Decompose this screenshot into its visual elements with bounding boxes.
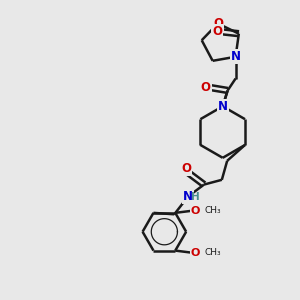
Text: N: N [218, 100, 228, 113]
Text: N: N [231, 50, 241, 63]
Text: H: H [191, 192, 200, 203]
Text: O: O [190, 248, 200, 258]
Text: N: N [183, 190, 193, 203]
Text: N: N [218, 100, 228, 113]
Text: O: O [201, 81, 211, 94]
Text: CH₃: CH₃ [205, 248, 222, 257]
Text: O: O [213, 17, 223, 30]
Text: O: O [190, 206, 200, 216]
Text: CH₃: CH₃ [205, 206, 222, 215]
Text: O: O [212, 25, 222, 38]
Text: O: O [181, 162, 191, 175]
